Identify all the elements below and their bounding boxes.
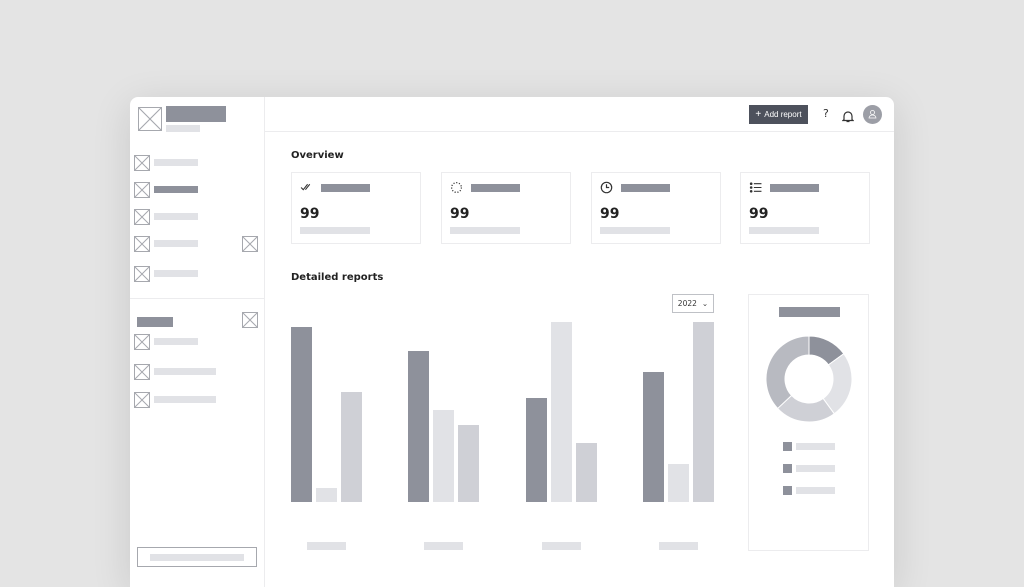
card-caption-placeholder <box>749 227 819 234</box>
nav-label-placeholder <box>154 213 198 220</box>
clock-icon <box>600 181 613 194</box>
section-action-image-icon[interactable] <box>242 312 258 328</box>
x-tick-label-placeholder <box>307 542 346 550</box>
legend-item <box>783 486 843 495</box>
sidebar-footer-button[interactable] <box>137 547 257 567</box>
x-tick-label-placeholder <box>424 542 463 550</box>
overview-title: Overview <box>291 150 344 161</box>
donut-chart <box>765 335 853 423</box>
legend-swatch <box>783 464 792 473</box>
add-report-button[interactable]: + Add report <box>749 105 808 124</box>
sidebar-item[interactable] <box>130 265 265 283</box>
help-icon[interactable]: ? <box>823 107 829 120</box>
nav-image-icon <box>134 209 150 225</box>
double-check-icon <box>300 183 311 191</box>
nav-image-icon <box>134 334 150 350</box>
overview-card[interactable]: 99 <box>591 172 721 244</box>
detailed-reports-title: Detailed reports <box>291 272 384 283</box>
bar <box>433 410 454 502</box>
bar <box>316 487 337 502</box>
user-icon <box>868 110 877 119</box>
card-caption-placeholder <box>600 227 670 234</box>
legend-label-placeholder <box>796 465 835 472</box>
donut-chart-card <box>748 294 869 551</box>
nav-label-placeholder <box>154 240 198 247</box>
nav-label-placeholder <box>154 186 198 193</box>
overview-card[interactable]: 99 <box>291 172 421 244</box>
sidebar-item[interactable] <box>130 235 265 253</box>
nav-image-icon <box>134 392 150 408</box>
card-caption-placeholder <box>300 227 370 234</box>
bar <box>576 442 597 502</box>
card-label-placeholder <box>471 184 520 192</box>
legend-swatch <box>783 486 792 495</box>
bar <box>643 372 664 502</box>
divider <box>130 298 265 299</box>
nav-image-icon <box>134 182 150 198</box>
nav-label-placeholder <box>154 159 198 166</box>
plus-icon: + <box>755 109 762 120</box>
app-window: + Add report ? Overview 99 99 99 99 Detailed… <box>130 97 894 587</box>
nav-image-icon <box>134 236 150 252</box>
donut-title-placeholder <box>779 307 840 317</box>
card-value: 99 <box>450 206 470 222</box>
legend-label-placeholder <box>796 443 835 450</box>
nav-label-placeholder <box>154 396 216 403</box>
button-label-placeholder <box>150 554 244 561</box>
overview-card[interactable]: 99 <box>740 172 870 244</box>
year-select[interactable]: 2022 ⌄ <box>672 294 714 313</box>
nav-image-icon <box>134 266 150 282</box>
x-tick-label-placeholder <box>659 542 698 550</box>
section-title-placeholder <box>137 317 173 327</box>
legend-item <box>783 442 843 451</box>
top-header: + Add report ? <box>265 97 894 132</box>
nav-badge-image-icon[interactable] <box>242 236 258 252</box>
nav-label-placeholder <box>154 368 216 375</box>
user-avatar[interactable] <box>863 105 882 124</box>
sidebar-item[interactable] <box>130 208 265 226</box>
x-tick-label-placeholder <box>542 542 581 550</box>
bar <box>291 327 312 502</box>
sidebar-item[interactable] <box>130 391 265 409</box>
card-value: 99 <box>300 206 320 222</box>
card-label-placeholder <box>770 184 819 192</box>
card-caption-placeholder <box>450 227 520 234</box>
nav-label-placeholder <box>154 338 198 345</box>
bar <box>668 464 689 502</box>
legend-item <box>783 464 843 473</box>
nav-label-placeholder <box>154 270 198 277</box>
nav-image-icon <box>134 364 150 380</box>
card-label-placeholder <box>321 184 370 192</box>
sidebar-item[interactable] <box>130 181 265 199</box>
card-value: 99 <box>600 206 620 222</box>
sidebar-item[interactable] <box>130 363 265 381</box>
app-subtitle-placeholder <box>166 125 200 132</box>
legend-swatch <box>783 442 792 451</box>
donut-slice <box>765 335 810 410</box>
app-title-placeholder <box>166 106 226 122</box>
card-label-placeholder <box>621 184 670 192</box>
bar <box>408 350 429 502</box>
sidebar-item[interactable] <box>130 154 265 172</box>
bar <box>551 322 572 502</box>
nav-image-icon <box>134 155 150 171</box>
bar <box>693 322 714 502</box>
legend-label-placeholder <box>796 487 835 494</box>
sidebar <box>130 97 265 587</box>
sidebar-item[interactable] <box>130 333 265 351</box>
bar <box>341 392 362 502</box>
logo-image-icon <box>138 107 162 131</box>
list-icon <box>749 182 762 193</box>
chevron-down-icon: ⌄ <box>701 299 709 308</box>
bar <box>458 424 479 502</box>
overview-card[interactable]: 99 <box>441 172 571 244</box>
loading-icon <box>450 181 463 194</box>
card-value: 99 <box>749 206 769 222</box>
bar <box>526 397 547 502</box>
bell-icon[interactable] <box>841 108 855 127</box>
